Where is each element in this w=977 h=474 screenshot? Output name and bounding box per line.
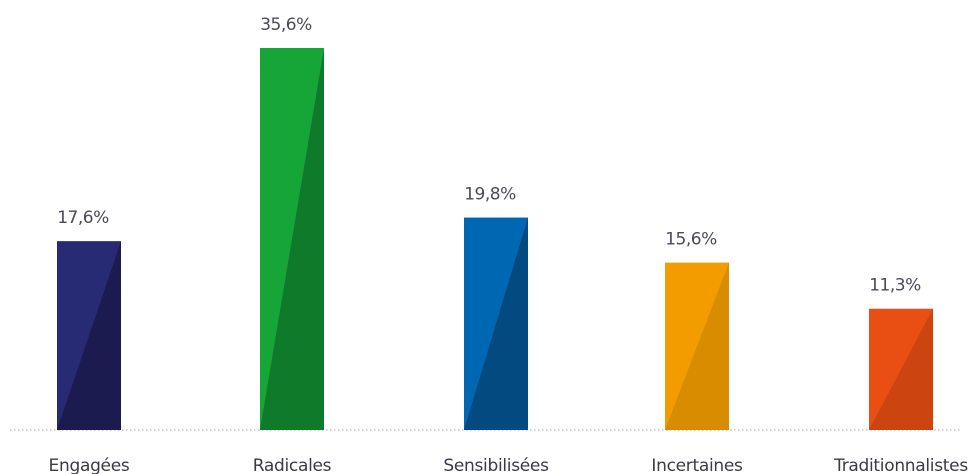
category-labels-group: Engagées Radicales Sensibilisées Incertaine… — [49, 456, 969, 474]
bar-shade — [260, 48, 324, 430]
bar-shade — [665, 262, 729, 430]
value-label: 19,8% — [464, 185, 516, 205]
category-label: Incertaines — [651, 456, 743, 474]
category-label: Sensibilisées — [443, 456, 549, 474]
value-labels-group: 17,6% 35,6% 19,8% 15,6% 11,3% — [57, 15, 921, 296]
bar-traditionnalistes — [869, 308, 933, 430]
value-label: 15,6% — [665, 230, 717, 250]
bar-shade — [869, 308, 933, 430]
value-label: 17,6% — [57, 208, 109, 228]
bar-sensibilisées — [464, 217, 528, 430]
value-label: 11,3% — [869, 276, 921, 296]
bar-incertaines — [665, 262, 729, 430]
category-label: Traditionnalistes — [833, 456, 968, 474]
category-label: Engagées — [49, 456, 130, 474]
bars-group — [57, 48, 933, 430]
category-label: Radicales — [253, 456, 332, 474]
value-label: 35,6% — [260, 15, 312, 35]
bar-shade — [57, 241, 121, 430]
bar-radicales — [260, 48, 324, 430]
bar-engagées — [57, 241, 121, 430]
bar-shade — [464, 217, 528, 430]
